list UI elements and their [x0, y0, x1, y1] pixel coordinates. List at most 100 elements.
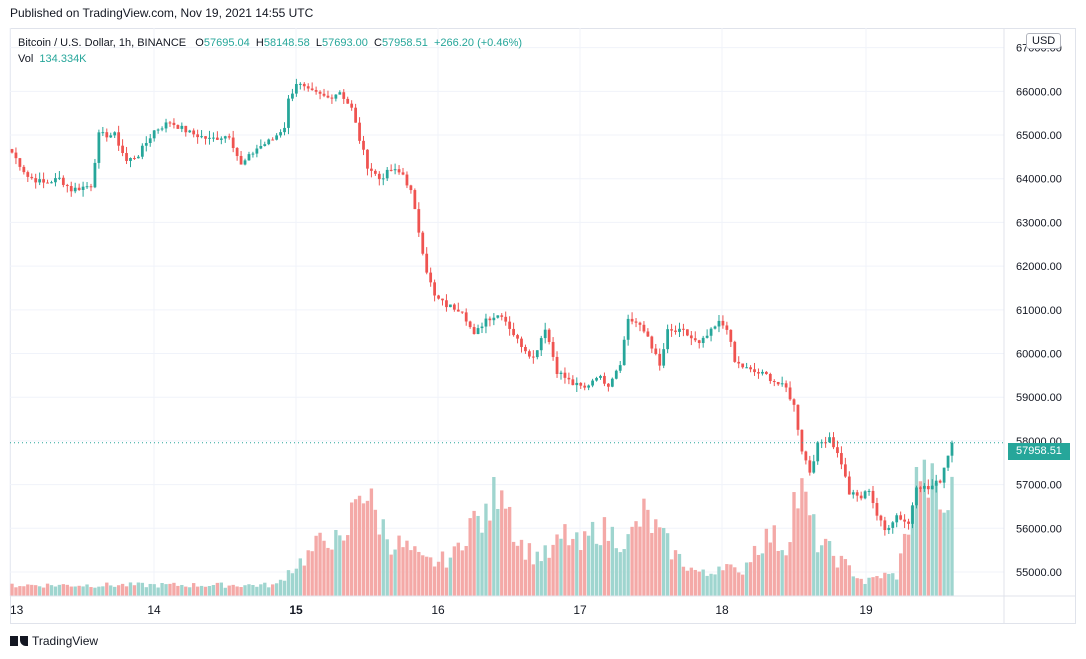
- candle-body: [97, 132, 101, 163]
- volume-bar: [69, 586, 73, 596]
- price-tick-label: 63000.00: [1016, 217, 1062, 229]
- volume-bar: [184, 586, 188, 596]
- volume-bar: [37, 586, 42, 596]
- candle-body: [559, 372, 563, 374]
- volume-bar: [235, 586, 239, 596]
- currency-button[interactable]: USD: [1026, 33, 1062, 49]
- volume-bar: [203, 586, 208, 596]
- volume-bar: [97, 586, 101, 596]
- volume-bar: [381, 519, 385, 596]
- candle-body: [227, 136, 231, 138]
- candle-body: [761, 371, 764, 374]
- volume-bar: [922, 459, 927, 596]
- volume-bar: [681, 566, 686, 596]
- symbol-title: Bitcoin / U.S. Dollar, 1h, BINANCE: [18, 37, 187, 49]
- volume-bar: [500, 490, 504, 596]
- candle-body: [377, 173, 381, 180]
- candle-body: [215, 137, 219, 140]
- volume-bar: [116, 585, 121, 596]
- candle-body: [709, 328, 713, 336]
- candle-body: [717, 320, 721, 327]
- candle-body: [140, 145, 144, 157]
- volume-bar: [590, 521, 595, 596]
- candle-body: [326, 95, 330, 98]
- candle-body: [306, 86, 310, 89]
- volume-bar: [492, 477, 496, 596]
- volume-bar: [543, 545, 547, 596]
- volume-bar: [144, 587, 148, 596]
- volume-bar: [77, 585, 81, 596]
- volume-bar: [586, 535, 591, 596]
- candle-body: [101, 132, 105, 134]
- volume-bar: [440, 551, 445, 596]
- volume-bar: [910, 506, 915, 596]
- volume-bar: [41, 587, 46, 596]
- candle-body: [89, 186, 93, 188]
- volume-bar: [330, 549, 334, 596]
- candle-body: [587, 385, 591, 388]
- price-tick-label: 62000.00: [1016, 261, 1062, 273]
- candle-body: [212, 137, 215, 139]
- candle-body: [476, 328, 480, 335]
- candle-body: [626, 318, 630, 340]
- candle-body: [713, 326, 717, 329]
- candle-body: [50, 182, 53, 184]
- volume-bar: [934, 482, 938, 596]
- candle-body: [381, 178, 385, 180]
- tradingview-logo-icon: [10, 636, 28, 646]
- volume-bar: [879, 578, 883, 596]
- volume-bar: [89, 587, 93, 596]
- volume-bar: [57, 584, 62, 596]
- candle-body: [504, 316, 508, 322]
- volume-bar: [164, 584, 168, 596]
- candle-body: [468, 321, 472, 328]
- candle-body: [196, 134, 200, 138]
- volume-bar: [432, 566, 437, 596]
- candle-body: [393, 169, 397, 171]
- volume-bar: [361, 503, 366, 596]
- candle-body: [618, 365, 622, 371]
- candle-body: [188, 130, 192, 133]
- candle-body: [646, 331, 650, 337]
- volume-bar: [875, 576, 879, 596]
- volume-bar: [290, 573, 295, 596]
- candle-body: [271, 139, 275, 141]
- volume-bar: [211, 585, 216, 596]
- candle-body: [105, 132, 109, 138]
- candle-body: [259, 145, 263, 149]
- candle-body: [516, 335, 519, 339]
- volume-bar: [223, 587, 227, 596]
- price-axis: 67000.0066000.0065000.0064000.0063000.00…: [1016, 43, 1062, 579]
- volume-bar: [594, 543, 599, 596]
- candle-body: [768, 373, 772, 382]
- candle-body: [370, 168, 373, 171]
- volume-bar: [618, 552, 622, 596]
- volume-bar: [898, 553, 903, 596]
- candle-body: [812, 461, 816, 473]
- volume-bar: [93, 587, 97, 596]
- candle-body: [61, 177, 65, 185]
- candle-body: [263, 144, 267, 146]
- candle-body: [330, 97, 334, 99]
- volume-bar: [346, 535, 350, 596]
- candle-body: [219, 138, 223, 140]
- volume-bar: [792, 492, 796, 596]
- candle-body: [832, 437, 835, 448]
- volume-bar: [251, 584, 255, 596]
- volume-bar: [101, 586, 105, 596]
- volume-bar: [373, 509, 378, 596]
- volume-bar: [124, 586, 129, 596]
- candle-body: [531, 356, 535, 358]
- volume-bar: [748, 562, 753, 596]
- candle-body: [678, 328, 681, 332]
- tradingview-brand[interactable]: TradingView: [10, 634, 98, 648]
- volume-bar: [227, 585, 231, 596]
- candle-body: [69, 186, 73, 192]
- volume-bar: [168, 583, 172, 596]
- candle-body: [54, 178, 57, 183]
- volume-bar: [26, 584, 30, 596]
- candle-body: [934, 480, 938, 486]
- volume-bar: [630, 526, 634, 596]
- candle-body: [520, 338, 523, 347]
